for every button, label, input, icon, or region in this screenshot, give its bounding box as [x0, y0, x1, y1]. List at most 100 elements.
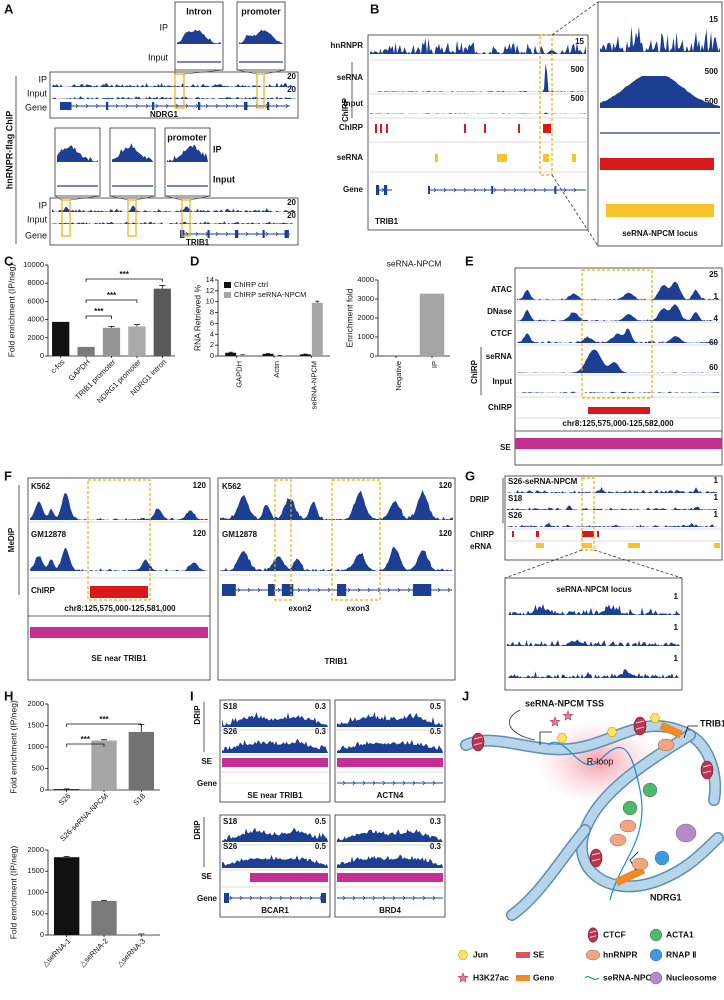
exon — [268, 584, 275, 596]
label: R-loop — [587, 756, 614, 766]
gene-arrow — [285, 103, 289, 109]
x-tick-label: △seRNA-1 — [41, 936, 73, 968]
exon — [235, 230, 239, 238]
label: CTCF — [491, 329, 512, 338]
label: 20 — [287, 211, 296, 220]
y-tick-label: 14 — [206, 275, 214, 284]
gene-arrow — [523, 187, 527, 193]
signal-track — [239, 29, 283, 44]
y-tick-label: 500 — [31, 909, 44, 918]
y-tick-label: 3000 — [357, 294, 374, 303]
y-tick-label: 1000 — [27, 742, 44, 751]
x-tick-label: △seRNA-2 — [78, 936, 110, 968]
erna-peak — [714, 543, 720, 548]
frame — [236, 1, 286, 71]
highlight — [127, 199, 137, 237]
legend-label: ACTA1 — [666, 929, 694, 939]
gene-arrow — [145, 103, 149, 109]
label: Input — [213, 174, 235, 184]
signal-track — [112, 143, 153, 162]
panel-label: A — [4, 1, 14, 16]
gene-arrow — [165, 103, 169, 109]
highlight — [274, 479, 292, 601]
signal-track — [517, 349, 720, 373]
label: 4 — [714, 314, 719, 323]
label: hnRNPR — [331, 41, 364, 50]
label: DRIP — [193, 705, 202, 725]
signal-track — [517, 328, 720, 343]
label: IP — [38, 74, 47, 84]
gene-arrow — [309, 895, 313, 901]
bar — [53, 857, 80, 935]
gene-arrow — [397, 587, 401, 593]
chirp-peak — [600, 158, 714, 170]
chirp-peak — [380, 124, 382, 133]
y-tick-label: 0 — [40, 785, 44, 794]
label: ChIRP — [31, 586, 56, 595]
label: SE near TRIB1 — [247, 791, 303, 800]
x-tick-label: c-fos — [49, 357, 67, 375]
panel-label: E — [465, 253, 474, 268]
gene-arrow — [493, 187, 497, 193]
label: Input — [148, 52, 169, 62]
serna-peak — [543, 154, 549, 162]
se-bar — [515, 438, 722, 449]
label: 0.3 — [430, 817, 442, 826]
label: K562 — [222, 482, 242, 491]
label: 500 — [705, 67, 719, 76]
gene-arrow — [412, 780, 416, 786]
label: 500 — [705, 97, 719, 106]
bar — [262, 353, 274, 356]
signal-track — [337, 739, 443, 753]
highlight — [174, 73, 185, 109]
label: S26 — [508, 511, 523, 520]
frame — [219, 814, 331, 918]
signal-track — [30, 547, 208, 571]
gene-arrow — [453, 187, 457, 193]
line — [236, 69, 258, 75]
y-tick-label: 500 — [31, 763, 44, 772]
signal-track — [177, 29, 221, 44]
y-tick-label: 10 — [206, 297, 214, 306]
label: exon2 — [288, 604, 312, 613]
label: ATAC — [491, 285, 512, 294]
gene-arrow — [533, 187, 537, 193]
signal-track — [517, 304, 720, 321]
frame — [217, 477, 456, 681]
gene-arrow — [277, 587, 281, 593]
gene-arrow — [215, 103, 219, 109]
signal-track — [30, 493, 208, 520]
gene-arrow — [372, 895, 376, 901]
chirp-peak — [518, 124, 520, 133]
bar — [237, 354, 249, 356]
x-tick-label: △seRNA-3 — [115, 936, 147, 968]
gene-arrow — [433, 187, 437, 193]
gene-arrow — [237, 587, 241, 593]
signal-track — [222, 827, 328, 842]
y-tick-label: 0 — [370, 351, 374, 360]
label: 1 — [714, 510, 719, 519]
line — [189, 195, 211, 201]
bar — [91, 740, 117, 790]
bar — [128, 326, 146, 356]
acta1 — [622, 800, 638, 816]
exon — [491, 186, 494, 194]
y-tick-label: 0 — [40, 930, 44, 939]
label: 1 — [714, 493, 719, 502]
gene-arrow — [185, 231, 189, 237]
gene-arrow — [75, 103, 79, 109]
y-tick-label: 1500 — [27, 866, 44, 875]
gene-arrow — [155, 103, 159, 109]
h3k27ac — [549, 716, 561, 727]
frame — [514, 267, 723, 466]
signal-track — [370, 38, 586, 54]
x-tick-label: S26 — [57, 791, 73, 807]
y-tick-label: 8 — [210, 308, 214, 317]
y-axis-label: Fold enrichment (IP/neg) — [8, 700, 18, 794]
label: Gene — [197, 894, 218, 903]
frame — [334, 814, 446, 918]
x-tick-label: Negative — [394, 361, 403, 391]
label: seRNA — [486, 352, 512, 361]
label: NDRG1 — [150, 110, 179, 119]
jun — [606, 727, 618, 737]
